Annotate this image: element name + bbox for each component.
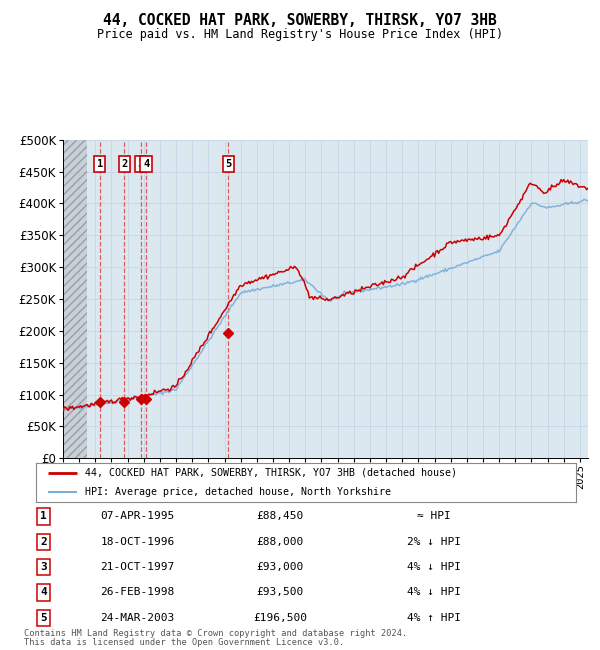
- Text: 5: 5: [225, 159, 232, 169]
- Text: £93,500: £93,500: [257, 588, 304, 597]
- Text: 21-OCT-1997: 21-OCT-1997: [101, 562, 175, 572]
- Text: HPI: Average price, detached house, North Yorkshire: HPI: Average price, detached house, Nort…: [85, 487, 391, 497]
- Text: 24-MAR-2003: 24-MAR-2003: [101, 613, 175, 623]
- Text: 4% ↓ HPI: 4% ↓ HPI: [407, 562, 461, 572]
- Text: ≈ HPI: ≈ HPI: [417, 512, 451, 521]
- Text: This data is licensed under the Open Government Licence v3.0.: This data is licensed under the Open Gov…: [24, 638, 344, 647]
- Text: £196,500: £196,500: [253, 613, 307, 623]
- Text: 4: 4: [143, 159, 149, 169]
- Text: 2% ↓ HPI: 2% ↓ HPI: [407, 537, 461, 547]
- Text: 26-FEB-1998: 26-FEB-1998: [101, 588, 175, 597]
- Text: 3: 3: [40, 562, 47, 572]
- Text: 1: 1: [97, 159, 103, 169]
- Text: 44, COCKED HAT PARK, SOWERBY, THIRSK, YO7 3HB: 44, COCKED HAT PARK, SOWERBY, THIRSK, YO…: [103, 13, 497, 28]
- Text: 4: 4: [40, 588, 47, 597]
- Text: 2: 2: [121, 159, 128, 169]
- Text: 4% ↑ HPI: 4% ↑ HPI: [407, 613, 461, 623]
- Text: 18-OCT-1996: 18-OCT-1996: [101, 537, 175, 547]
- Text: 44, COCKED HAT PARK, SOWERBY, THIRSK, YO7 3HB (detached house): 44, COCKED HAT PARK, SOWERBY, THIRSK, YO…: [85, 468, 457, 478]
- Text: £88,000: £88,000: [257, 537, 304, 547]
- Text: 3: 3: [137, 159, 143, 169]
- Text: 1: 1: [40, 512, 47, 521]
- Text: £88,450: £88,450: [257, 512, 304, 521]
- Text: 07-APR-1995: 07-APR-1995: [101, 512, 175, 521]
- Text: £93,000: £93,000: [257, 562, 304, 572]
- Text: 4% ↓ HPI: 4% ↓ HPI: [407, 588, 461, 597]
- Text: Contains HM Land Registry data © Crown copyright and database right 2024.: Contains HM Land Registry data © Crown c…: [24, 629, 407, 638]
- Text: 2: 2: [40, 537, 47, 547]
- Text: Price paid vs. HM Land Registry's House Price Index (HPI): Price paid vs. HM Land Registry's House …: [97, 28, 503, 41]
- Text: 5: 5: [40, 613, 47, 623]
- Bar: [63, 140, 87, 458]
